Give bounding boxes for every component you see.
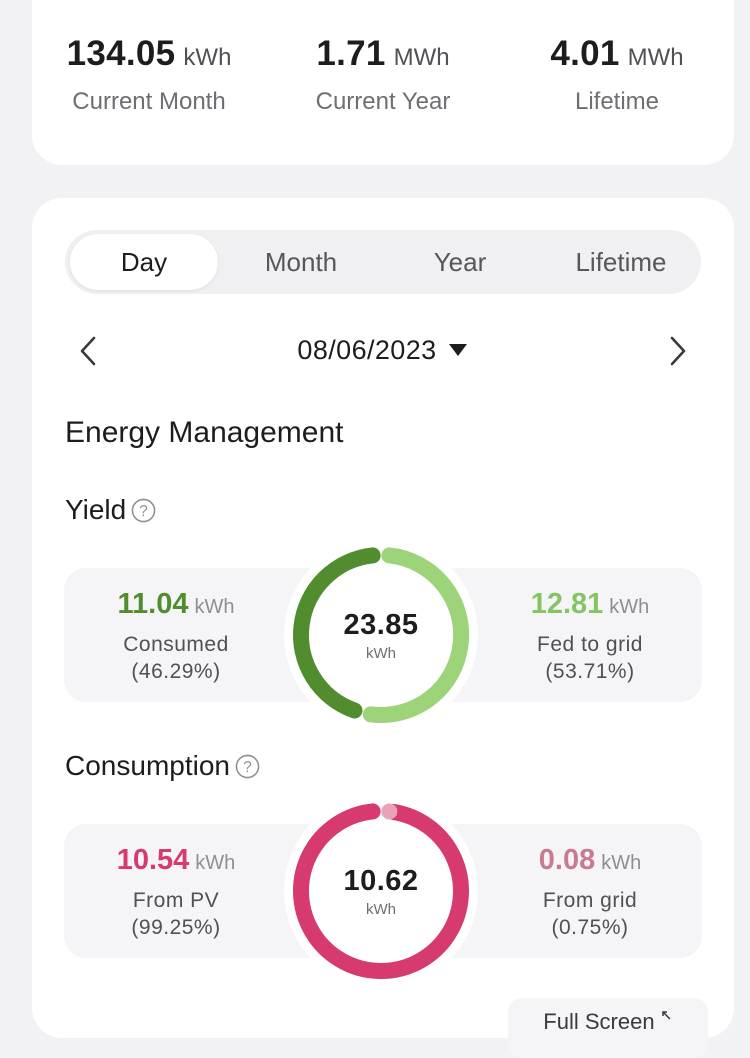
consumption-arc-from-pv xyxy=(293,803,469,979)
yield-heading: Yield ? xyxy=(65,494,156,526)
fed-to-grid-percent: (53.71%) xyxy=(545,660,635,683)
tab-year[interactable]: Year xyxy=(433,247,487,277)
help-icon[interactable]: ? xyxy=(235,754,260,779)
consumption-total-value: 10.62 xyxy=(343,864,419,897)
from-grid-unit: kWh xyxy=(601,852,642,874)
stat-value: 4.01 xyxy=(550,34,620,73)
yield-total-unit: kWh xyxy=(366,644,396,662)
yield-arc-fed-to-grid xyxy=(362,547,470,723)
svg-text:?: ? xyxy=(243,758,252,775)
stat-label: Lifetime xyxy=(574,88,660,115)
energy-card: Day Month Year Lifetime 08/06/2023 Energ… xyxy=(32,198,734,1058)
tab-lifetime[interactable]: Lifetime xyxy=(575,247,667,277)
consumed-value: 11.04 xyxy=(117,588,189,620)
date-text: 08/06/2023 xyxy=(297,334,437,365)
from-grid-value: 0.08 xyxy=(538,844,596,876)
fed-to-grid-unit: kWh xyxy=(609,596,650,618)
yield-total-value: 23.85 xyxy=(343,608,419,641)
stat-lifetime: 4.01 MWh Lifetime xyxy=(500,34,734,116)
period-tabs: Day Month Year Lifetime xyxy=(65,230,701,294)
consumed-unit: kWh xyxy=(194,596,235,618)
full-screen-label: Full Screen xyxy=(543,1009,655,1034)
stat-label: Current Month xyxy=(72,88,226,115)
chevron-right-icon[interactable] xyxy=(660,334,694,368)
consumption-from-grid: 0.08 kWh From grid (0.75%) xyxy=(490,844,690,941)
yield-arc-consumed xyxy=(293,547,381,719)
from-pv-value: 10.54 xyxy=(116,844,190,876)
svg-text:?: ? xyxy=(139,502,148,519)
consumed-percent: (46.29%) xyxy=(131,660,221,683)
fed-to-grid-label: Fed to grid xyxy=(537,633,643,656)
yield-consumed: 11.04 kWh Consumed (46.29%) xyxy=(76,588,276,685)
summary-stats-card: 134.05 kWh Current Month 1.71 MWh Current … xyxy=(32,0,734,165)
stat-unit: MWh xyxy=(627,44,684,71)
fed-to-grid-value: 12.81 xyxy=(530,588,604,620)
yield-fed-to-grid: 12.81 kWh Fed to grid (53.71%) xyxy=(490,588,690,685)
stat-current-month: 134.05 kWh Current Month xyxy=(32,34,266,116)
stat-current-year: 1.71 MWh Current Year xyxy=(266,34,500,116)
stat-value: 134.05 xyxy=(66,34,176,73)
caret-down-icon xyxy=(448,344,467,356)
consumption-heading-label: Consumption xyxy=(65,750,230,781)
stat-unit: MWh xyxy=(393,44,450,71)
chevron-left-icon[interactable] xyxy=(72,334,106,368)
from-grid-percent: (0.75%) xyxy=(551,916,629,939)
consumption-from-pv: 10.54 kWh From PV (99.25%) xyxy=(76,844,276,941)
section-title: Energy Management xyxy=(65,416,344,449)
consumption-total-unit: kWh xyxy=(366,900,396,918)
yield-heading-label: Yield xyxy=(65,494,127,525)
from-pv-label: From PV xyxy=(132,889,220,912)
from-pv-percent: (99.25%) xyxy=(131,916,221,939)
from-grid-label: From grid xyxy=(542,889,638,912)
from-pv-unit: kWh xyxy=(195,852,236,874)
expand-icon xyxy=(661,1011,671,1020)
date-picker[interactable]: 08/06/2023 xyxy=(282,328,482,372)
consumed-label: Consumed xyxy=(123,633,229,656)
stat-unit: kWh xyxy=(183,44,232,71)
consumption-heading: Consumption ? xyxy=(65,750,260,782)
stat-value: 1.71 xyxy=(316,34,386,73)
full-screen-button[interactable]: Full Screen xyxy=(508,998,708,1058)
help-icon[interactable]: ? xyxy=(131,498,156,523)
consumption-ring-chart: 10.62 kWh xyxy=(284,794,478,988)
stat-label: Current Year xyxy=(315,88,451,115)
yield-ring-chart: 23.85 kWh xyxy=(284,538,478,732)
tab-month[interactable]: Month xyxy=(264,247,338,277)
tab-day[interactable]: Day xyxy=(70,234,218,290)
